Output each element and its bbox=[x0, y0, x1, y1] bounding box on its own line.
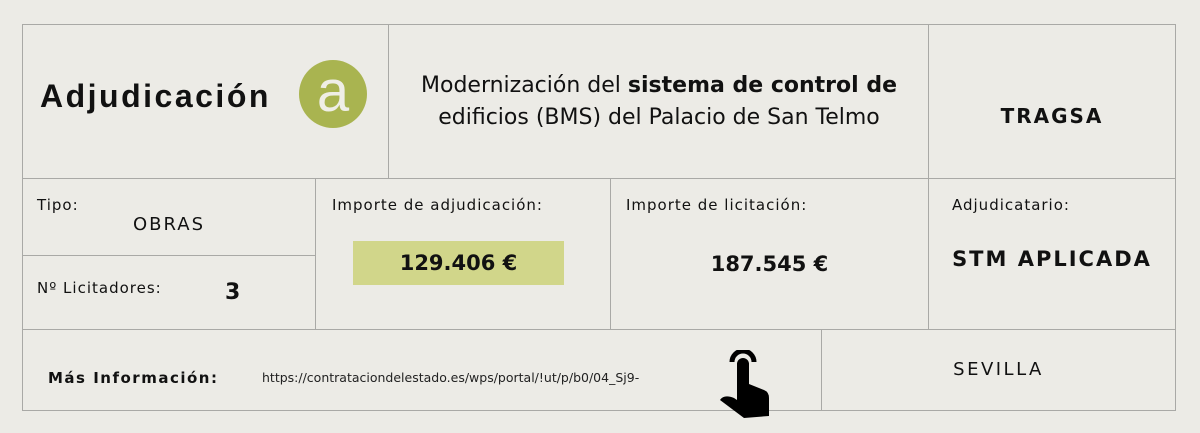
entity-name: TRAGSA bbox=[1000, 104, 1104, 128]
adjudicatario-label: Adjudicatario: bbox=[952, 196, 1070, 214]
licitadores-value: 3 bbox=[225, 280, 243, 305]
description-post: edificios (BMS) del Palacio de San Telmo bbox=[438, 105, 880, 130]
tipo-value: OBRAS bbox=[132, 214, 206, 235]
adjudicacion-label: Importe de adjudicación: bbox=[332, 196, 543, 214]
licitacion-value: 187.545 € bbox=[710, 252, 829, 276]
location-value: SEVILLA bbox=[953, 359, 1044, 380]
hand-pointer-icon[interactable] bbox=[716, 350, 774, 422]
location-cell bbox=[821, 329, 1176, 411]
description-bold: sistema de control de bbox=[627, 73, 897, 98]
contract-description: Modernización del sistema de control de e… bbox=[389, 70, 929, 134]
entity-cell bbox=[928, 24, 1176, 179]
licitacion-label: Importe de licitación: bbox=[626, 196, 808, 214]
description-pre: Modernización del bbox=[421, 73, 628, 98]
adjudicatario-value: STM APLICADA bbox=[952, 247, 1152, 271]
info-url-link[interactable]: https://contrataciondelestado.es/wps/por… bbox=[262, 370, 640, 385]
page-title: Adjudicación bbox=[40, 78, 271, 114]
adjudicacion-value: 129.406 € bbox=[353, 241, 564, 285]
tipo-label: Tipo: bbox=[37, 196, 79, 214]
award-badge: a bbox=[299, 60, 367, 128]
licitadores-label: Nº Licitadores: bbox=[37, 279, 162, 297]
info-label: Más Información: bbox=[48, 369, 219, 387]
